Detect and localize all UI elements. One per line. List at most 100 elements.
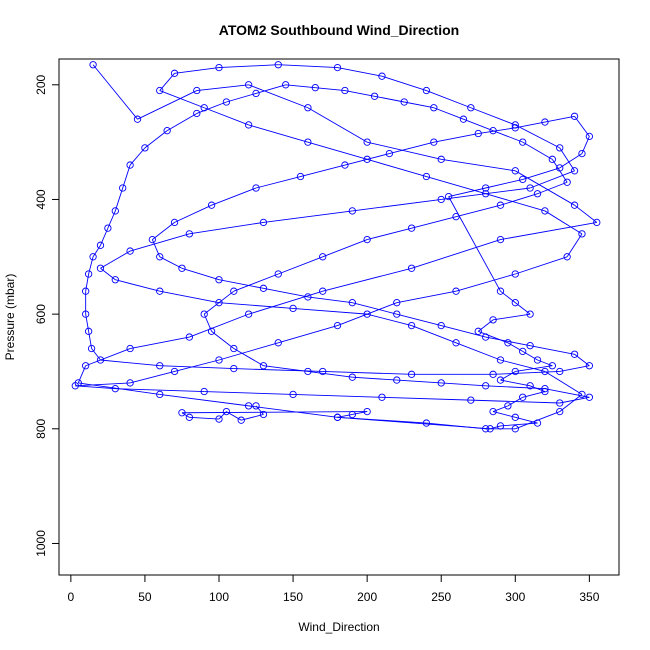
data-point [222,407,231,416]
data-point [533,419,542,427]
data-point [333,413,342,421]
series-line-segment [181,412,190,418]
series-line-segment [115,279,160,292]
data-point [444,192,453,201]
data-point [437,155,445,163]
series-line-segment [515,121,546,129]
series-line-segment [492,130,523,143]
series-line-segment [174,204,212,223]
series-line-segment [218,342,279,361]
series-line-segment [248,124,309,143]
series-line-segment [352,411,368,415]
data-point [230,287,238,295]
data-point [556,407,564,416]
series-line-segment [218,411,227,420]
chart-title: ATOM2 Southbound Wind_Direction [219,22,459,38]
x-axis-label: Wind_Direction [298,620,379,634]
data-point [519,175,527,184]
data-point [215,356,223,364]
data-point [259,284,268,292]
series-line-segment [189,416,220,420]
data-point [459,115,468,123]
series-line-segment [448,187,486,198]
data-point [126,379,134,387]
data-point [230,344,238,353]
data-point [422,419,431,427]
series-line-segment [92,64,138,120]
series-layer [71,61,601,433]
data-point [230,364,238,373]
data-point [119,184,127,192]
data-point [407,224,416,232]
data-point [304,104,312,112]
series-line-segment [537,359,553,367]
series-line-segment [500,359,546,372]
data-point [489,370,497,378]
data-point [533,190,542,198]
series-line-segment [381,396,471,401]
series-line-segment [515,416,538,424]
x-tick-label: 100 [209,590,229,604]
data-point [504,402,512,410]
data-point [363,310,371,318]
series-line-segment [448,196,501,292]
series-line-segment [433,107,464,120]
series-line-segment [544,210,583,235]
series-line-segment [411,239,501,269]
series-line-segment [500,422,538,427]
series-line-segment [544,388,590,398]
series-line-segment [396,313,442,327]
series-line-segment [293,393,382,398]
series-line-segment [500,371,516,381]
data-point [526,342,534,350]
series-line-segment [211,330,235,349]
data-point [215,299,223,307]
x-tick-label: 50 [138,590,152,604]
data-point [348,373,356,381]
data-point [156,287,164,295]
data-point [111,385,119,393]
series-line-segment [100,250,131,269]
series-line-segment [211,187,257,206]
series-line-segment [404,101,434,109]
series-line-segment [248,290,323,315]
data-point [486,425,494,433]
data-point [511,299,519,307]
data-point [274,61,282,69]
series-line-segment [75,382,131,387]
data-point [126,161,134,169]
data-point [407,264,416,272]
series-line-segment [530,345,575,355]
data-point [156,253,164,261]
series-line-segment [559,394,583,412]
series-line-segment [485,193,546,212]
data-point [422,172,431,181]
data-point [185,230,194,238]
y-axis: 200 400 600 800 1000 [34,74,60,557]
series-line-segment [367,313,412,327]
y-tick-label: 400 [34,189,48,209]
series-line-segment [566,233,583,258]
data-point [548,362,556,370]
series-line-segment [159,365,234,370]
series-line-segment [255,176,301,189]
data-point [393,310,401,318]
data-point [304,293,312,301]
series-line-segment [344,153,390,166]
data-point [341,161,349,169]
data-point [511,367,519,376]
series-line-segment [233,368,323,372]
data-point [422,86,431,95]
x-tick-label: 0 [68,590,75,604]
data-point [170,218,179,227]
series-line-segment [248,405,338,418]
data-point [296,172,305,181]
series-line-segment [441,382,486,387]
data-point [504,339,512,347]
series-line-segment [522,167,560,180]
data-point [84,270,93,278]
series-line-segment [433,133,479,143]
data-point [259,410,268,419]
series-line-segment [489,425,501,430]
series-line-segment [463,118,494,132]
